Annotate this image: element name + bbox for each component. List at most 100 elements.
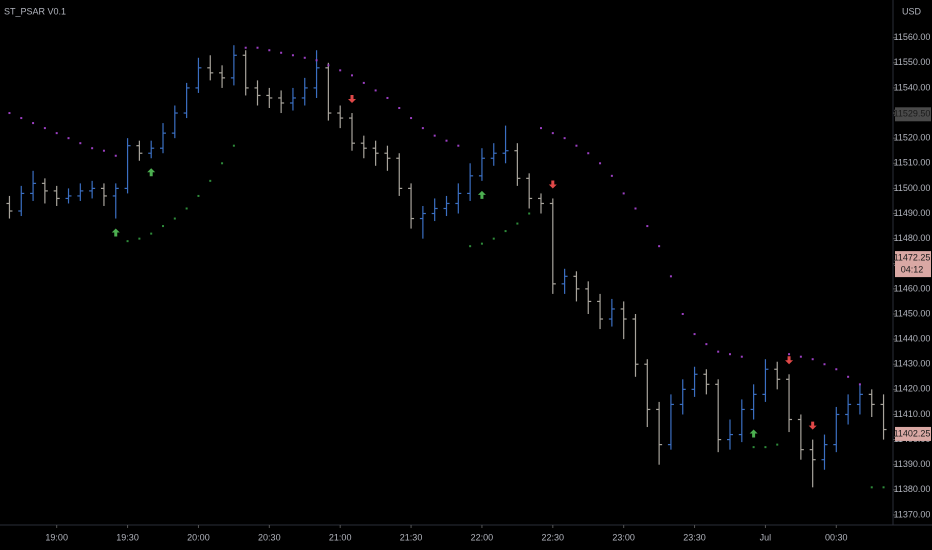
psar-dot (870, 486, 873, 489)
psar-dot (492, 237, 495, 240)
psar-dot (575, 144, 578, 147)
psar-dot (528, 212, 531, 215)
countdown-label: 04:12 (901, 264, 924, 274)
x-tick-label: 22:00 (471, 532, 494, 542)
psar-dot (280, 51, 283, 54)
psar-dot (835, 368, 838, 371)
psar-dot (327, 64, 330, 67)
psar-dot (138, 237, 141, 240)
x-tick-label: Jul (760, 532, 772, 542)
psar-dot (43, 127, 46, 130)
psar-dot (516, 222, 519, 225)
buy-arrow (111, 228, 120, 237)
psar-dot (599, 162, 602, 165)
psar-dot (504, 230, 507, 233)
y-tick-label: 11450.00 (894, 308, 931, 318)
psar-dot (811, 358, 814, 361)
psar-dot (8, 112, 11, 115)
psar-dot (221, 162, 224, 165)
psar-dot (209, 179, 212, 182)
psar-dot (681, 312, 684, 315)
buy-arrow (477, 190, 486, 199)
x-tick-label: 20:30 (258, 532, 281, 542)
psar-dot (79, 142, 82, 145)
psar-dot (315, 59, 318, 62)
psar-dot (717, 350, 720, 353)
psar-dot (740, 355, 743, 358)
psar-dot (788, 353, 791, 356)
psar-dot (91, 147, 94, 150)
psar-dot (622, 192, 625, 195)
psar-dot (55, 132, 58, 135)
sell-arrow (548, 180, 557, 189)
sell-arrow (785, 356, 794, 365)
psar-dot (114, 154, 117, 157)
x-tick-label: 19:30 (116, 532, 139, 542)
x-tick-label: 21:30 (400, 532, 423, 542)
psar-dot (539, 127, 542, 130)
sell-arrow (808, 421, 817, 430)
psar-dot (197, 194, 200, 197)
y-tick-label: 11380.00 (894, 484, 931, 494)
psar-dot (32, 122, 35, 125)
price-marker (895, 107, 931, 122)
psar-dot (634, 207, 637, 210)
y-tick-label: 11520.00 (894, 133, 931, 143)
psar-dot (421, 127, 424, 130)
psar-dot (433, 134, 436, 137)
price-marker (895, 426, 931, 441)
psar-dot (823, 363, 826, 366)
x-tick-label: 20:00 (187, 532, 210, 542)
psar-dot (882, 486, 885, 489)
y-tick-label: 11490.00 (894, 208, 931, 218)
psar-dot (669, 275, 672, 278)
psar-dot (232, 144, 235, 147)
y-tick-label: 11430.00 (894, 359, 931, 369)
psar-dot (303, 56, 306, 59)
psar-dot (256, 46, 259, 49)
psar-dot (480, 242, 483, 245)
buy-arrow (147, 168, 156, 177)
psar-dot (764, 446, 767, 449)
psar-dot (799, 355, 802, 358)
psar-dot (646, 225, 649, 228)
psar-dot (150, 232, 153, 235)
psar-dot (587, 152, 590, 155)
currency-label: USD (902, 6, 922, 16)
y-tick-label: 11440.00 (894, 333, 931, 343)
psar-dot (776, 443, 779, 446)
y-tick-label: 11420.00 (894, 384, 931, 394)
y-tick-label: 11410.00 (894, 409, 931, 419)
psar-dot (185, 207, 188, 210)
y-tick-label: 11390.00 (894, 459, 931, 469)
psar-dot (126, 240, 129, 243)
psar-dot (610, 174, 613, 177)
psar-dot (410, 117, 413, 120)
y-tick-label: 11510.00 (894, 158, 931, 168)
psar-dot (705, 343, 708, 346)
x-tick-label: 21:00 (329, 532, 352, 542)
y-tick-label: 11460.00 (894, 283, 931, 293)
y-tick-label: 11480.00 (894, 233, 931, 243)
psar-dot (658, 245, 661, 248)
psar-dot (551, 132, 554, 135)
psar-dot (351, 74, 354, 77)
psar-dot (693, 333, 696, 336)
y-tick-label: 11540.00 (894, 82, 931, 92)
psar-dot (457, 144, 460, 147)
psar-dot (291, 54, 294, 57)
x-tick-label: 19:00 (45, 532, 68, 542)
y-tick-label: 11560.00 (894, 32, 931, 42)
x-tick-label: 22:30 (542, 532, 565, 542)
x-tick-label: 00:30 (825, 532, 848, 542)
psar-dot (847, 375, 850, 378)
psar-dot (563, 137, 566, 140)
buy-arrow (749, 429, 758, 438)
psar-dot (244, 46, 247, 49)
psar-dot (339, 69, 342, 72)
psar-dot (268, 49, 271, 52)
psar-dot (362, 81, 365, 84)
psar-dot (469, 245, 472, 248)
